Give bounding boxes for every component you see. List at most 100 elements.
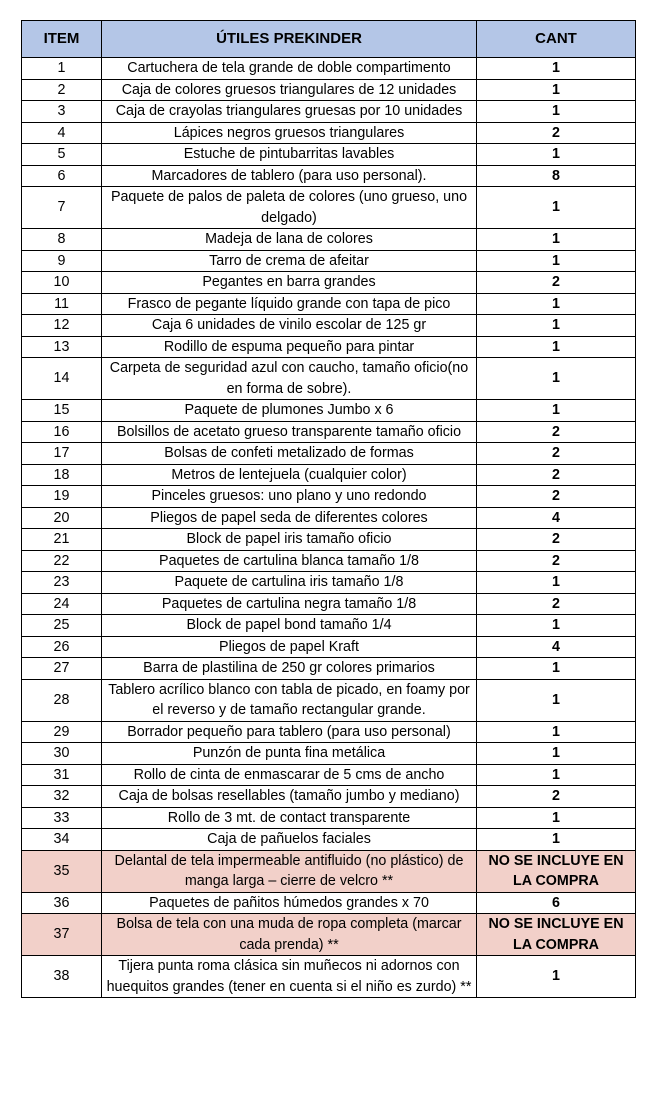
- row-item: 20: [21, 506, 102, 529]
- row-item: 38: [21, 955, 102, 998]
- row-description: Frasco de pegante líquido grande con tap…: [101, 292, 477, 315]
- row-item: 15: [21, 399, 102, 422]
- supplies-table: ITEM ÚTILES PREKINDER CANT 1 Cartuchera d…: [21, 20, 636, 998]
- row-quantity: 2: [476, 420, 636, 443]
- row-item: 32: [21, 785, 102, 808]
- row-quantity: 1: [476, 657, 636, 680]
- table-row: 9 Tarro de crema de afeitar 1: [21, 249, 636, 272]
- row-description: Paquete de plumones Jumbo x 6: [101, 399, 477, 422]
- header-item: ITEM: [21, 20, 102, 58]
- table-row: 16 Bolsillos de acetato grueso transparen…: [21, 420, 636, 443]
- header-cant: CANT: [476, 20, 636, 58]
- row-description: Caja de colores gruesos triangulares de …: [101, 78, 477, 101]
- row-quantity: 1: [476, 806, 636, 829]
- row-item: 9: [21, 249, 102, 272]
- table-row: 30 Punzón de punta fina metálica 1: [21, 742, 636, 765]
- row-quantity: 1: [476, 742, 636, 765]
- table-row: 6 Marcadores de tablero (para uso persona…: [21, 164, 636, 187]
- row-quantity: 2: [476, 785, 636, 808]
- row-quantity: 1: [476, 955, 636, 998]
- table-row: 21 Block de papel iris tamaño oficio 2: [21, 528, 636, 551]
- row-description: Marcadores de tablero (para uso personal…: [101, 164, 477, 187]
- row-quantity: NO SE INCLUYE EN LA COMPRA: [476, 849, 636, 893]
- row-item: 30: [21, 742, 102, 765]
- row-item: 7: [21, 186, 102, 229]
- row-item: 22: [21, 549, 102, 572]
- row-quantity: 1: [476, 335, 636, 358]
- row-item: 37: [21, 913, 102, 956]
- row-item: 10: [21, 271, 102, 294]
- table-row: 27 Barra de plastilina de 250 gr colores …: [21, 657, 636, 680]
- row-description: Madeja de lana de colores: [101, 228, 477, 251]
- row-quantity: 1: [476, 228, 636, 251]
- row-quantity: 1: [476, 763, 636, 786]
- row-quantity: 1: [476, 399, 636, 422]
- row-item: 17: [21, 442, 102, 465]
- row-description: Paquetes de cartulina negra tamaño 1/8: [101, 592, 477, 615]
- row-item: 36: [21, 891, 102, 914]
- table-row: 34 Caja de pañuelos faciales 1: [21, 828, 636, 851]
- row-quantity: 2: [476, 271, 636, 294]
- row-quantity: 2: [476, 463, 636, 486]
- row-quantity: 1: [476, 678, 636, 722]
- row-description: Caja 6 unidades de vinilo escolar de 125…: [101, 314, 477, 337]
- table-row: 32 Caja de bolsas resellables (tamaño jum…: [21, 785, 636, 808]
- row-description: Block de papel iris tamaño oficio: [101, 528, 477, 551]
- table-row: 5 Estuche de pintubarritas lavables 1: [21, 143, 636, 166]
- row-description: Carpeta de seguridad azul con caucho, ta…: [101, 357, 477, 400]
- row-description: Paquete de cartulina iris tamaño 1/8: [101, 571, 477, 594]
- row-description: Paquete de palos de paleta de colores (u…: [101, 186, 477, 229]
- table-row: 14 Carpeta de seguridad azul con caucho, …: [21, 357, 636, 400]
- row-description: Borrador pequeño para tablero (para uso …: [101, 720, 477, 743]
- row-description: Bolsillos de acetato grueso transparente…: [101, 420, 477, 443]
- table-row: 24 Paquetes de cartulina negra tamaño 1/8…: [21, 592, 636, 615]
- row-quantity: 8: [476, 164, 636, 187]
- row-item: 1: [21, 57, 102, 80]
- row-quantity: 1: [476, 614, 636, 637]
- row-item: 16: [21, 420, 102, 443]
- row-item: 4: [21, 121, 102, 144]
- row-quantity: 2: [476, 592, 636, 615]
- row-quantity: 1: [476, 249, 636, 272]
- row-description: Caja de crayolas triangulares gruesas po…: [101, 100, 477, 123]
- table-row: 7 Paquete de palos de paleta de colores (…: [21, 186, 636, 229]
- row-item: 24: [21, 592, 102, 615]
- row-description: Pliegos de papel seda de diferentes colo…: [101, 506, 477, 529]
- row-quantity: 1: [476, 78, 636, 101]
- row-description: Metros de lentejuela (cualquier color): [101, 463, 477, 486]
- row-description: Pinceles gruesos: uno plano y uno redond…: [101, 485, 477, 508]
- row-quantity: 1: [476, 143, 636, 166]
- row-item: 5: [21, 143, 102, 166]
- table-row: 26 Pliegos de papel Kraft 4: [21, 635, 636, 658]
- table-row: 38 Tijera punta roma clásica sin muñecos …: [21, 955, 636, 998]
- row-description: Tablero acrílico blanco con tabla de pic…: [101, 678, 477, 722]
- row-description: Tijera punta roma clásica sin muñecos ni…: [101, 955, 477, 998]
- table-row: 19 Pinceles gruesos: uno plano y uno redo…: [21, 485, 636, 508]
- table-row: 2 Caja de colores gruesos triangulares de…: [21, 78, 636, 101]
- row-description: Lápices negros gruesos triangulares: [101, 121, 477, 144]
- row-item: 28: [21, 678, 102, 722]
- row-quantity: 2: [476, 485, 636, 508]
- row-item: 8: [21, 228, 102, 251]
- table-row: 13 Rodillo de espuma pequeño para pintar 1: [21, 335, 636, 358]
- row-quantity: 2: [476, 549, 636, 572]
- row-description: Rollo de 3 mt. de contact transparente: [101, 806, 477, 829]
- row-description: Barra de plastilina de 250 gr colores pr…: [101, 657, 477, 680]
- row-description: Rodillo de espuma pequeño para pintar: [101, 335, 477, 358]
- row-description: Paquetes de pañitos húmedos grandes x 70: [101, 891, 477, 914]
- row-quantity: 1: [476, 828, 636, 851]
- row-description: Punzón de punta fina metálica: [101, 742, 477, 765]
- row-description: Cartuchera de tela grande de doble compa…: [101, 57, 477, 80]
- table-row: 11 Frasco de pegante líquido grande con t…: [21, 292, 636, 315]
- table-row: 4 Lápices negros gruesos triangulares 2: [21, 121, 636, 144]
- row-item: 23: [21, 571, 102, 594]
- row-item: 6: [21, 164, 102, 187]
- row-description: Caja de pañuelos faciales: [101, 828, 477, 851]
- row-description: Bolsas de confeti metalizado de formas: [101, 442, 477, 465]
- header-utiles: ÚTILES PREKINDER: [101, 20, 477, 58]
- row-quantity: 1: [476, 186, 636, 229]
- row-description: Tarro de crema de afeitar: [101, 249, 477, 272]
- row-item: 29: [21, 720, 102, 743]
- row-description: Caja de bolsas resellables (tamaño jumbo…: [101, 785, 477, 808]
